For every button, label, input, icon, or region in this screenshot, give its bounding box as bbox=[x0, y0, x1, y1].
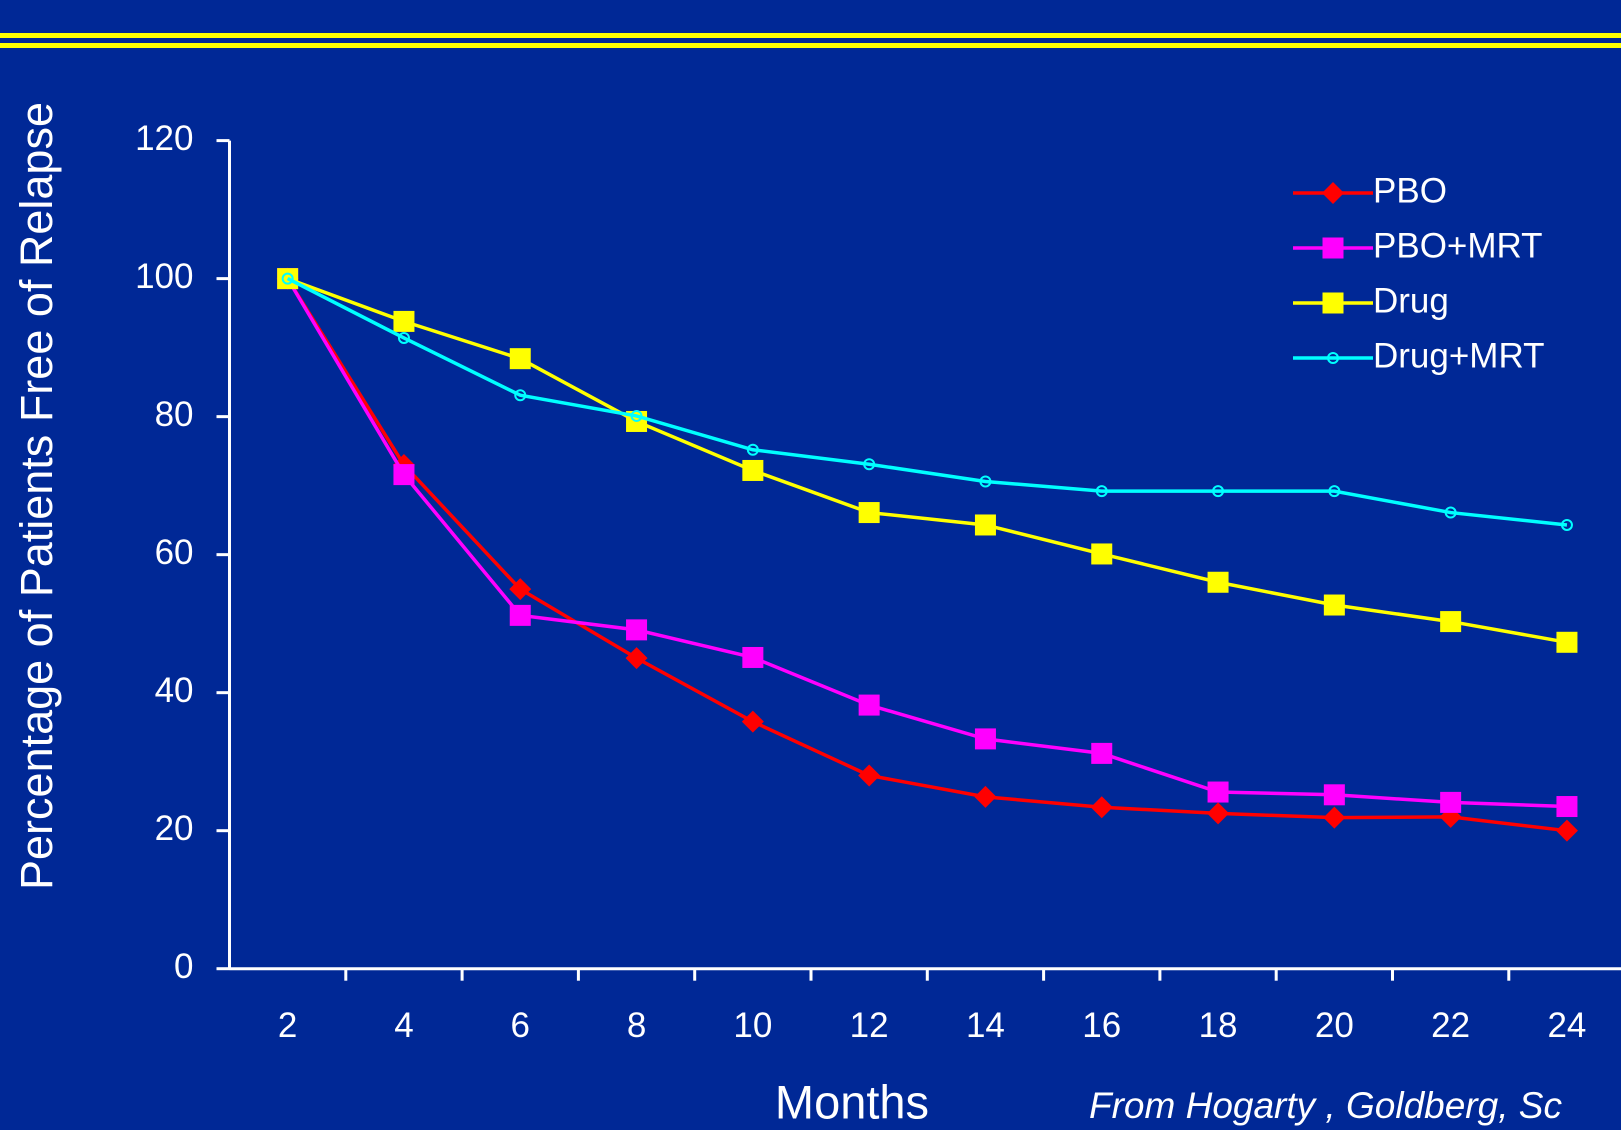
data-point bbox=[1207, 781, 1229, 803]
data-point bbox=[1556, 631, 1578, 653]
x-tick-label: 4 bbox=[394, 1006, 413, 1045]
legend-label: PBO bbox=[1373, 171, 1447, 210]
data-point bbox=[393, 464, 415, 486]
x-axis-label: Months bbox=[775, 1075, 929, 1128]
series-line bbox=[287, 276, 1568, 645]
x-tick-label: 24 bbox=[1547, 1006, 1586, 1045]
y-tick-label: 60 bbox=[155, 533, 194, 572]
legend-marker bbox=[1322, 182, 1344, 204]
x-tick-label: 12 bbox=[850, 1006, 889, 1045]
y-tick-label: 20 bbox=[155, 809, 194, 848]
data-point bbox=[1207, 571, 1229, 593]
y-axis-label: Percentage of Patients Free of Relapse bbox=[11, 102, 62, 890]
series-line bbox=[286, 277, 1568, 833]
header-rule bbox=[0, 33, 1621, 38]
x-tick-label: 2 bbox=[278, 1006, 297, 1045]
series-line bbox=[286, 277, 1568, 809]
data-point bbox=[974, 514, 996, 536]
x-tick-label: 20 bbox=[1315, 1006, 1354, 1045]
x-tick-label: 14 bbox=[966, 1006, 1005, 1045]
data-point bbox=[863, 458, 876, 471]
header-rule bbox=[0, 43, 1621, 48]
y-tick-label: 100 bbox=[135, 257, 193, 296]
source-note: From Hogarty , Goldberg, Sc bbox=[1089, 1085, 1562, 1126]
y-tick-label: 80 bbox=[155, 395, 194, 434]
y-tick-label: 40 bbox=[155, 671, 194, 710]
x-tick-label: 10 bbox=[733, 1006, 772, 1045]
x-tick-label: 8 bbox=[627, 1006, 646, 1045]
data-point bbox=[1095, 485, 1108, 498]
data-point bbox=[625, 647, 648, 670]
data-point bbox=[858, 764, 881, 787]
data-point bbox=[1444, 506, 1457, 519]
data-point bbox=[626, 619, 648, 641]
data-point bbox=[1440, 791, 1462, 813]
legend-marker bbox=[1322, 237, 1344, 259]
y-tick-label: 0 bbox=[174, 947, 193, 986]
data-point bbox=[1440, 611, 1462, 633]
legend-marker bbox=[1327, 352, 1339, 364]
data-point bbox=[742, 646, 764, 668]
data-point bbox=[1560, 518, 1573, 531]
x-tick-label: 16 bbox=[1082, 1006, 1121, 1045]
data-point bbox=[514, 389, 527, 402]
data-point bbox=[974, 728, 996, 750]
data-point bbox=[1091, 543, 1113, 565]
x-tick-label: 18 bbox=[1199, 1006, 1238, 1045]
data-point bbox=[630, 409, 643, 422]
data-point bbox=[509, 578, 532, 601]
series-line bbox=[286, 277, 1568, 527]
data-point bbox=[1323, 806, 1346, 829]
data-point bbox=[979, 475, 992, 488]
data-point bbox=[1207, 802, 1230, 825]
data-point bbox=[1328, 485, 1341, 498]
legend-label: Drug+MRT bbox=[1373, 336, 1544, 375]
data-point bbox=[509, 348, 531, 370]
data-point bbox=[858, 694, 880, 716]
data-point bbox=[393, 310, 415, 332]
data-point bbox=[509, 604, 531, 626]
data-point bbox=[1090, 796, 1113, 819]
x-tick-label: 6 bbox=[511, 1006, 530, 1045]
data-point bbox=[281, 272, 294, 285]
y-tick-label: 120 bbox=[135, 119, 193, 158]
data-point bbox=[1323, 594, 1345, 616]
data-point bbox=[974, 785, 997, 808]
data-point bbox=[1323, 784, 1345, 806]
data-point bbox=[1212, 485, 1225, 498]
x-tick-label: 22 bbox=[1431, 1006, 1470, 1045]
data-point bbox=[742, 459, 764, 481]
data-point bbox=[1556, 796, 1578, 818]
data-point bbox=[397, 331, 410, 344]
data-point bbox=[1555, 819, 1578, 842]
legend-marker bbox=[1322, 292, 1344, 314]
data-point bbox=[1091, 742, 1113, 764]
legend-label: PBO+MRT bbox=[1373, 226, 1543, 265]
data-point bbox=[746, 443, 759, 456]
legend-label: Drug bbox=[1373, 281, 1449, 320]
data-point bbox=[858, 502, 880, 524]
data-point bbox=[741, 710, 764, 733]
